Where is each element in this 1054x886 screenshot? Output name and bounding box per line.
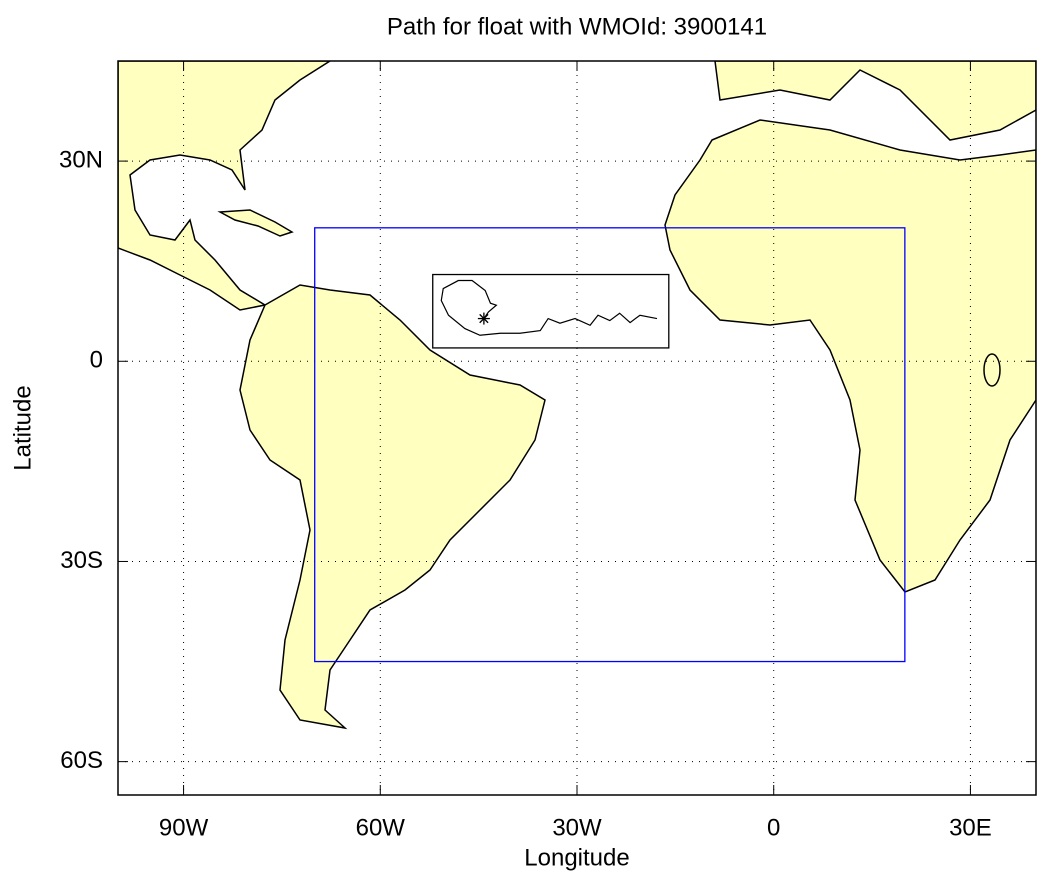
x-axis-label: Longitude: [524, 844, 629, 871]
x-tick-label: 0: [767, 814, 780, 841]
chart-title: Path for float with WMOId: 3900141: [387, 13, 767, 40]
float-marker: [477, 312, 490, 325]
y-tick-label: 60S: [60, 747, 103, 774]
region-box: [432, 273, 670, 349]
marker-stroke: [479, 313, 489, 324]
x-tick-label: 90W: [159, 814, 209, 841]
region-box: [314, 227, 906, 663]
x-tick-label: 30E: [949, 814, 992, 841]
south-america: [239, 284, 546, 730]
x-tick-label: 30W: [552, 814, 602, 841]
y-tick-label: 30N: [59, 146, 103, 173]
coastlines: [118, 61, 1036, 730]
grid: [118, 61, 1036, 795]
y-tick-label: 0: [90, 347, 103, 374]
north-america: [118, 61, 332, 311]
marks: [314, 227, 906, 663]
europe: [714, 61, 1036, 141]
y-tick-label: 30S: [60, 547, 103, 574]
cuba: [217, 209, 294, 237]
x-tick-label: 60W: [356, 814, 406, 841]
y-axis-label: Latitude: [9, 385, 36, 470]
float-track: [440, 279, 658, 336]
plot-frame: [117, 60, 1037, 796]
africa: [664, 119, 1036, 593]
madagascar: [983, 353, 1001, 387]
